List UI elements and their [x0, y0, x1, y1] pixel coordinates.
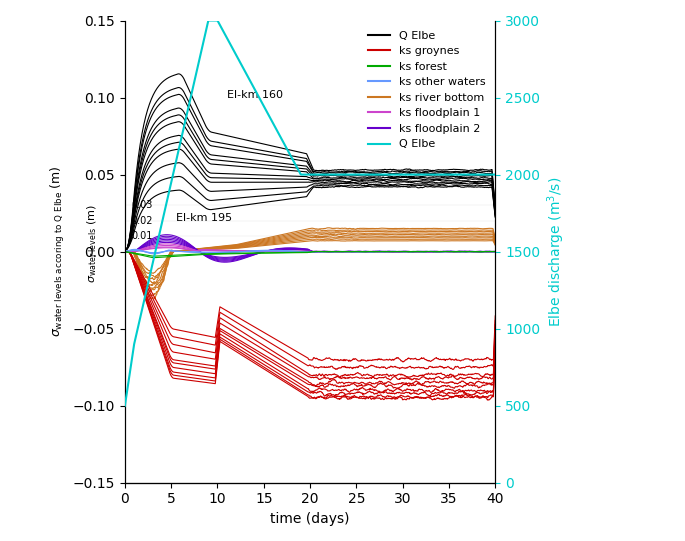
Text: 0.03: 0.03	[132, 200, 153, 210]
Text: El-km 195: El-km 195	[176, 213, 232, 223]
Text: 0.02: 0.02	[132, 216, 153, 226]
Text: $\sigma_{\mathrm{water\ levels}}$ (m): $\sigma_{\mathrm{water\ levels}}$ (m)	[86, 204, 99, 283]
Legend: Q Elbe, ks groynes, ks forest, ks other waters, ks river bottom, ks floodplain 1: Q Elbe, ks groynes, ks forest, ks other …	[363, 26, 490, 154]
Text: 0.01: 0.01	[132, 231, 153, 241]
Text: El-km 160: El-km 160	[227, 90, 283, 100]
Y-axis label: $\sigma_{\mathrm{water\ levels\ accoring\ to\ Q\ Elbe}}$ (m): $\sigma_{\mathrm{water\ levels\ accoring…	[49, 166, 67, 338]
Y-axis label: Elbe discharge (m$^3$/s): Elbe discharge (m$^3$/s)	[546, 176, 567, 327]
X-axis label: time (days): time (days)	[271, 512, 350, 526]
